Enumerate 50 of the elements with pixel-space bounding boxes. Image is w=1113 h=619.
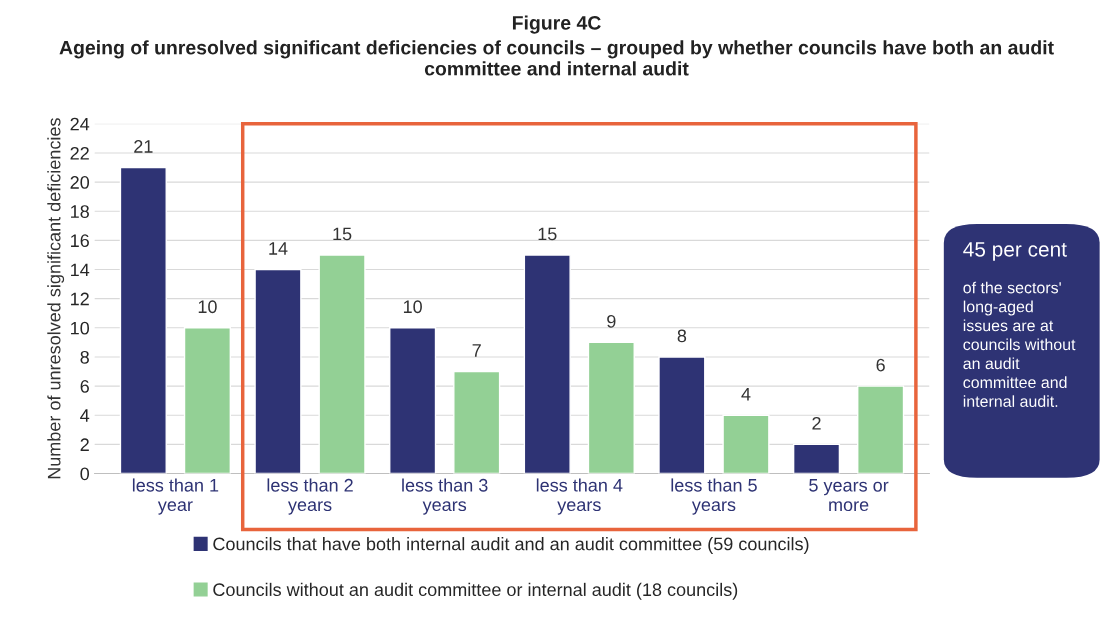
text: of the sectors' long-aged issues are at councils without an audit committee and internal audit. (963, 281, 1076, 408)
data-label: 9 (607, 314, 616, 328)
x-tick-label: less than 4 years (536, 478, 623, 515)
y-tick-label: 10 (71, 321, 90, 335)
y-tick-label: 20 (70, 176, 90, 189)
y-tick-label: 4 (80, 409, 90, 422)
y-tick-label: 12 (71, 292, 89, 306)
y-tick-label: 0 (80, 467, 90, 481)
x-tick-label: less than 2 years (267, 478, 353, 515)
data-label: 2 (812, 416, 821, 430)
y-axis-title: Number of unresolved significant deficiencies (47, 118, 65, 479)
bar (389, 327, 437, 474)
bar (318, 254, 366, 474)
bar (792, 443, 841, 474)
legend-label: Councils without an audit committee or internal audit (18 councils) (213, 582, 738, 600)
y-tick-label: 2 (80, 438, 89, 451)
x-tick-label: less than 3 years (402, 478, 488, 515)
bar (658, 356, 706, 474)
legend-label: Councils that have both internal audit and an audit committee (59 councils) (213, 537, 809, 554)
data-label: 10 (403, 300, 422, 314)
data-label: 4 (741, 387, 751, 401)
text: 45 per cent (963, 242, 1067, 261)
y-tick-label: 14 (71, 263, 90, 277)
data-label: 14 (269, 242, 288, 255)
y-tick-label: 6 (80, 380, 89, 393)
y-tick-label: 16 (71, 234, 89, 248)
data-label: 7 (472, 344, 481, 357)
data-label: 10 (198, 300, 217, 314)
bar (587, 341, 635, 474)
y-tick-label: 22 (70, 146, 89, 160)
data-label: 21 (134, 140, 153, 153)
data-label: 15 (538, 227, 557, 241)
bar (857, 385, 905, 474)
x-tick-label: less than 5 years (671, 478, 757, 515)
chart-title: Figure 4C (512, 15, 601, 34)
chart-subtitle: Ageing of unresolved significant deficiencies of councils – grouped by whether councils have both an audit committee and internal audit (59, 40, 1054, 76)
bar (523, 254, 571, 474)
bar (183, 327, 232, 474)
x-tick-label: less than 1 year (132, 478, 219, 515)
y-tick-label: 8 (80, 350, 89, 364)
y-tick-label: 24 (70, 117, 90, 131)
x-tick-label: 5 years or more (809, 479, 889, 512)
bar (254, 268, 302, 474)
data-label: 6 (876, 358, 885, 372)
bar (119, 166, 167, 474)
y-tick-label: 18 (71, 205, 89, 218)
data-label: 15 (333, 227, 352, 241)
bar (453, 370, 501, 474)
data-label: 8 (677, 329, 687, 343)
bar (722, 414, 770, 474)
